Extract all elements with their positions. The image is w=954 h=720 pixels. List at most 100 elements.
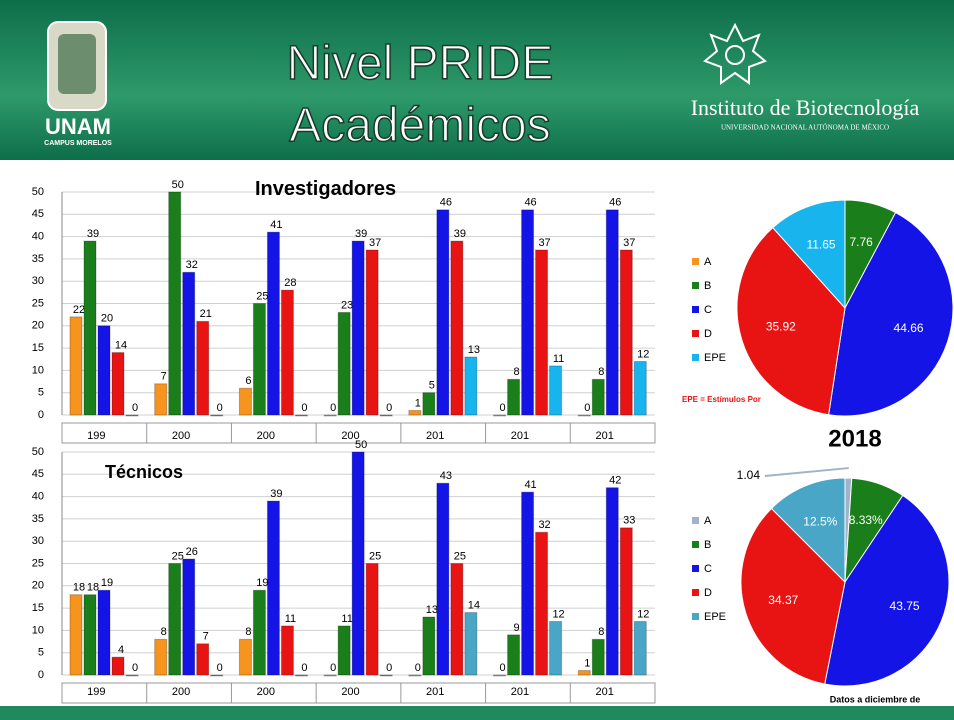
data-label: 19 (256, 577, 268, 589)
y-tick-label: 5 (38, 387, 44, 399)
data-label: 11 (341, 613, 352, 625)
data-label: 4 (118, 644, 124, 656)
data-label: 44.66 (894, 321, 924, 335)
bar (196, 643, 210, 676)
x-tick-label: 201 (511, 686, 529, 698)
y-tick-label: 50 (32, 186, 44, 198)
data-label: 13 (426, 604, 438, 616)
y-tick-label: 30 (32, 535, 44, 547)
chart-title: Investigadores (255, 178, 397, 200)
x-tick-label: 200 (172, 686, 190, 698)
bar (210, 674, 224, 677)
x-tick-label: 199 (87, 686, 105, 698)
x-tick-label: 200 (341, 430, 359, 442)
data-label: 0 (330, 662, 336, 674)
bar (111, 656, 125, 676)
bar (436, 482, 450, 676)
data-label: 0 (500, 662, 506, 674)
legend-swatch (692, 330, 699, 337)
x-tick-label: 201 (511, 430, 529, 442)
bar (83, 594, 97, 676)
bar (577, 670, 591, 676)
data-label: 42 (609, 475, 621, 487)
note: EPE = Estímulos Por (682, 395, 761, 404)
data-label: 28 (284, 277, 296, 289)
bar (280, 289, 294, 416)
legend-swatch (692, 354, 699, 361)
data-label: 12 (637, 608, 649, 620)
data-label: 11 (285, 613, 296, 625)
data-label: 1.04 (737, 468, 761, 482)
legend-label: C (704, 304, 712, 316)
data-label: 12 (552, 608, 564, 620)
bar (351, 451, 365, 676)
y-tick-label: 45 (32, 468, 44, 480)
bar (379, 674, 393, 677)
bar (464, 612, 478, 676)
bar (521, 491, 535, 676)
data-label: 37 (369, 237, 381, 249)
note: Datos a diciembre de (830, 694, 921, 704)
bar (69, 316, 83, 416)
legend-swatch (692, 589, 699, 596)
data-label: 39 (87, 228, 99, 240)
data-label: 5 (429, 380, 435, 392)
data-label: 39 (355, 228, 367, 240)
chart-title: Técnicos (105, 462, 184, 482)
header-art: UNAM CAMPUS MORELOS Instituto de Biotecn… (44, 21, 919, 147)
pie-slice (828, 211, 954, 417)
x-tick-label: 200 (172, 430, 190, 442)
x-tick-label: 201 (426, 430, 444, 442)
data-label: 20 (101, 313, 113, 325)
bar (154, 638, 168, 676)
bar (549, 620, 563, 676)
unam-crest-inner (58, 34, 96, 94)
y-tick-label: 20 (32, 320, 44, 332)
legend-label: A (704, 256, 712, 268)
bar (507, 634, 521, 676)
y-tick-label: 40 (32, 491, 44, 503)
header: UNAM CAMPUS MORELOS Instituto de Biotecn… (0, 0, 954, 160)
x-label-row (61, 682, 656, 704)
data-label: 34.37 (768, 593, 798, 607)
data-label: 13 (468, 344, 480, 356)
data-label: 11 (553, 353, 564, 365)
logo-sub: CAMPUS MORELOS (44, 140, 112, 147)
bar (323, 414, 337, 417)
data-label: 8 (514, 366, 520, 378)
data-label: 12.5% (803, 515, 837, 529)
bar (464, 356, 478, 416)
title: Académicos (289, 98, 552, 153)
bar (154, 383, 168, 416)
data-label: 37 (538, 237, 550, 249)
bar (294, 414, 308, 417)
legend-swatch (692, 613, 699, 620)
data-label: 6 (245, 375, 251, 387)
legend-label: C (704, 563, 712, 575)
legend-swatch (692, 306, 699, 313)
bar (605, 487, 619, 676)
data-label: 35.92 (766, 319, 796, 333)
data-label: 25 (172, 550, 184, 562)
data-label: 0 (584, 402, 590, 414)
logo-text: UNAM (45, 114, 111, 139)
x-tick-label: 201 (595, 430, 613, 442)
data-label: 25 (369, 550, 381, 562)
pie-slice (824, 494, 950, 687)
data-label: 46 (609, 197, 621, 209)
data-label: 43.75 (890, 599, 920, 613)
data-label: 0 (415, 662, 421, 674)
data-label: 22 (73, 304, 85, 316)
data-label: 8.33% (849, 513, 883, 527)
data-label: 23 (341, 299, 353, 311)
bar (125, 674, 139, 677)
data-label: 25 (256, 290, 268, 302)
y-tick-label: 10 (32, 624, 44, 636)
legend-label: D (704, 587, 712, 599)
bar (450, 563, 464, 676)
legend-label: EPE (704, 352, 726, 364)
bar (238, 387, 252, 416)
ibt-logo (703, 22, 767, 85)
